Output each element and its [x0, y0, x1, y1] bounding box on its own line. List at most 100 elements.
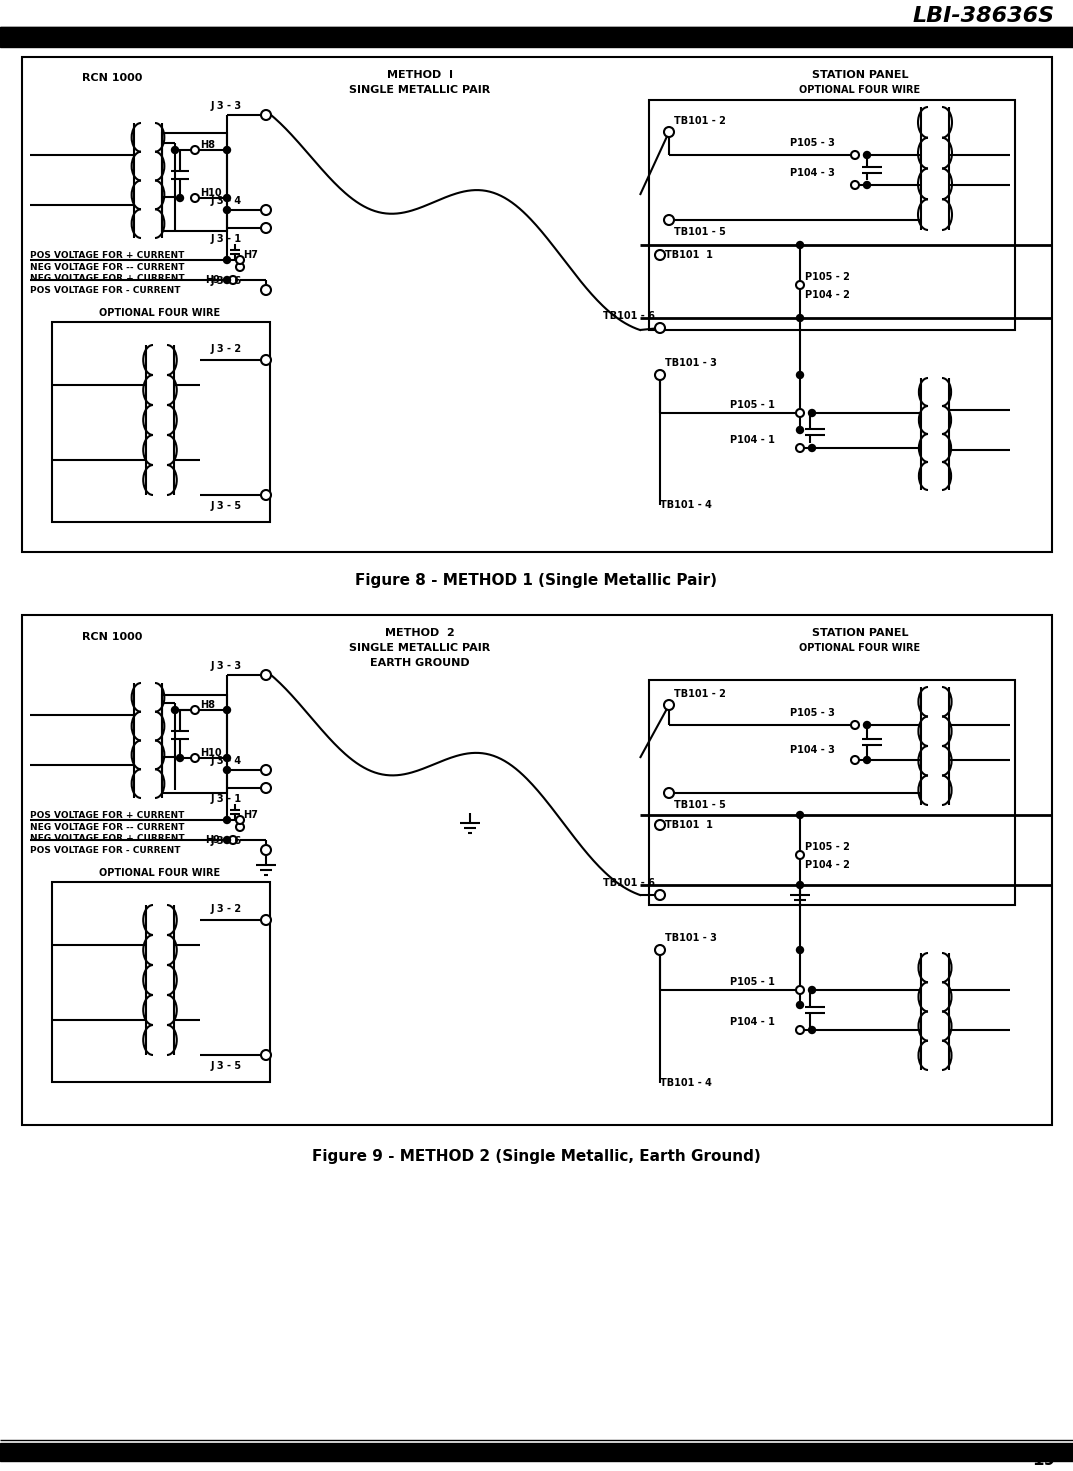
Circle shape [796, 281, 804, 288]
Circle shape [808, 987, 815, 993]
Text: P105 - 3: P105 - 3 [790, 708, 835, 718]
Circle shape [236, 263, 244, 271]
Text: P104 - 1: P104 - 1 [730, 1016, 775, 1027]
Text: POS VOLTAGE FOR + CURRENT: POS VOLTAGE FOR + CURRENT [30, 250, 185, 259]
Text: SINGLE METALLIC PAIR: SINGLE METALLIC PAIR [350, 85, 490, 96]
Circle shape [223, 755, 231, 762]
Text: J 3 - 5: J 3 - 5 [211, 1061, 242, 1071]
Circle shape [864, 721, 870, 728]
Circle shape [864, 152, 870, 159]
Text: J 3 - 2: J 3 - 2 [211, 344, 242, 355]
Text: TB101 - 5: TB101 - 5 [674, 800, 725, 811]
Circle shape [261, 765, 271, 775]
Circle shape [664, 215, 674, 225]
Text: OPTIONAL FOUR WIRE: OPTIONAL FOUR WIRE [799, 643, 921, 653]
Circle shape [796, 1002, 804, 1009]
Circle shape [191, 706, 199, 713]
Circle shape [851, 721, 859, 730]
Text: EARTH GROUND: EARTH GROUND [370, 658, 470, 668]
Circle shape [655, 250, 665, 260]
Bar [52, 883, 270, 1083]
Circle shape [655, 890, 665, 900]
Circle shape [223, 766, 231, 774]
Text: METHOD  2: METHOD 2 [385, 628, 455, 638]
Circle shape [261, 783, 271, 793]
Text: RCN 1000: RCN 1000 [82, 633, 143, 641]
Text: H7: H7 [242, 250, 258, 260]
Circle shape [176, 755, 183, 762]
Text: P104 - 3: P104 - 3 [790, 168, 835, 178]
Text: H8: H8 [200, 140, 215, 150]
Text: H8: H8 [200, 700, 215, 710]
Circle shape [261, 844, 271, 855]
Bar [52, 322, 270, 522]
Circle shape [808, 444, 815, 452]
Text: TB101 - 5: TB101 - 5 [674, 227, 725, 237]
Circle shape [796, 881, 804, 888]
Text: TB101 - 2: TB101 - 2 [674, 116, 725, 127]
Circle shape [796, 946, 804, 953]
Circle shape [851, 152, 859, 159]
Circle shape [176, 194, 183, 202]
Text: TB101 - 3: TB101 - 3 [665, 933, 717, 943]
Bar [23, 615, 1052, 1125]
Text: J 3 - 1: J 3 - 1 [211, 794, 242, 805]
Text: POS VOLTAGE FOR + CURRENT: POS VOLTAGE FOR + CURRENT [30, 811, 185, 819]
Text: NEG VOLTAGE FOR -- CURRENT: NEG VOLTAGE FOR -- CURRENT [30, 822, 185, 831]
Text: J 3 - 6: J 3 - 6 [211, 836, 242, 846]
Text: J 3 - 3: J 3 - 3 [211, 660, 242, 671]
Bar [649, 680, 1015, 905]
Circle shape [664, 700, 674, 710]
Text: TB101 - 4: TB101 - 4 [660, 1078, 711, 1089]
Circle shape [796, 241, 804, 249]
Circle shape [261, 285, 271, 296]
Circle shape [236, 822, 244, 831]
Text: H9: H9 [205, 275, 220, 285]
Text: LBI-38636S: LBI-38636S [913, 6, 1055, 26]
Bar [649, 100, 1015, 330]
Text: P105 - 1: P105 - 1 [730, 400, 775, 410]
Text: P105 - 3: P105 - 3 [790, 138, 835, 149]
Circle shape [796, 444, 804, 452]
Circle shape [229, 836, 237, 844]
Circle shape [851, 181, 859, 188]
Text: POS VOLTAGE FOR - CURRENT: POS VOLTAGE FOR - CURRENT [30, 846, 180, 855]
Bar [0, 1443, 1073, 1461]
Text: Figure 8 - METHOD 1 (Single Metallic Pair): Figure 8 - METHOD 1 (Single Metallic Pai… [355, 572, 717, 587]
Text: Figure 9 - METHOD 2 (Single Metallic, Earth Ground): Figure 9 - METHOD 2 (Single Metallic, Ea… [311, 1149, 761, 1165]
Circle shape [796, 372, 804, 378]
Circle shape [261, 669, 271, 680]
Circle shape [261, 490, 271, 500]
Circle shape [851, 756, 859, 763]
Text: TB101  1: TB101 1 [665, 250, 712, 260]
Circle shape [864, 181, 870, 188]
Text: TB101  1: TB101 1 [665, 819, 712, 830]
Circle shape [223, 194, 231, 202]
Text: J 3 - 6: J 3 - 6 [211, 277, 242, 285]
Text: P105 - 2: P105 - 2 [805, 272, 850, 282]
Circle shape [261, 355, 271, 365]
Circle shape [808, 1027, 815, 1034]
Text: P105 - 2: P105 - 2 [805, 841, 850, 852]
Text: RCN 1000: RCN 1000 [82, 74, 143, 82]
Text: J 3 - 4: J 3 - 4 [211, 756, 242, 766]
Bar [162, 694, 227, 793]
Text: J 3 - 3: J 3 - 3 [211, 101, 242, 110]
Circle shape [796, 1025, 804, 1034]
Text: METHOD  I: METHOD I [387, 71, 453, 79]
Circle shape [261, 110, 271, 121]
Circle shape [796, 315, 804, 322]
Circle shape [236, 256, 244, 263]
Text: P104 - 2: P104 - 2 [805, 861, 850, 869]
Text: NEG VOLTAGE FOR + CURRENT: NEG VOLTAGE FOR + CURRENT [30, 274, 185, 282]
Text: J 3 - 5: J 3 - 5 [211, 502, 242, 510]
Bar [162, 132, 227, 231]
Text: J 3 - 4: J 3 - 4 [211, 196, 242, 206]
Text: H10: H10 [200, 188, 222, 199]
Text: P104 - 1: P104 - 1 [730, 435, 775, 446]
Circle shape [655, 944, 665, 955]
Text: TB101 - 2: TB101 - 2 [674, 688, 725, 699]
Text: TB101 - 4: TB101 - 4 [660, 500, 711, 510]
Circle shape [664, 788, 674, 797]
Text: P104 - 3: P104 - 3 [790, 744, 835, 755]
